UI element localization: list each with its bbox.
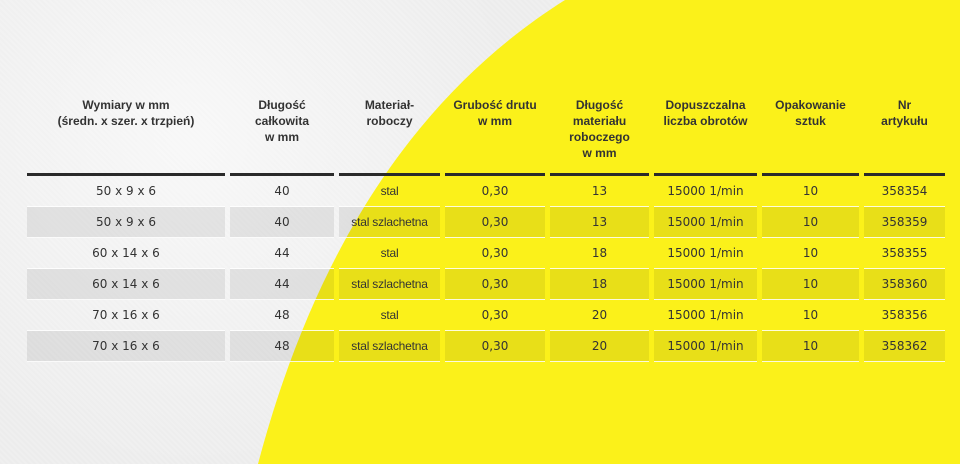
product-spec-table: Wymiary w mm (średn. x szer. x trzpień) Dł… <box>27 0 945 362</box>
cell-dimensions: 50 x 9 x 6 <box>27 207 225 238</box>
header-working-length: Długość materiału roboczego w mm <box>550 0 649 176</box>
cell-article-no: 358355 <box>864 238 945 269</box>
cell-working-length: 18 <box>550 269 649 300</box>
cell-dimensions: 50 x 9 x 6 <box>27 176 225 207</box>
header-material: Materiał-roboczy <box>339 0 440 176</box>
header-package-qty: Opakowanie sztuk <box>762 0 859 176</box>
cell-working-length: 20 <box>550 331 649 362</box>
header-line: liczba obrotów <box>663 114 748 128</box>
header-dimensions: Wymiary w mm (średn. x szer. x trzpień) <box>27 0 225 176</box>
header-line: całkowita <box>254 114 310 128</box>
cell-total-length: 40 <box>230 176 334 207</box>
cell-working-length: 13 <box>550 207 649 238</box>
cell-working-length: 13 <box>550 176 649 207</box>
table-header-row: Wymiary w mm (średn. x szer. x trzpień) Dł… <box>27 0 945 176</box>
header-line: Materiał- <box>364 98 415 112</box>
cell-wire-thickness: 0,30 <box>445 238 545 269</box>
header-line: Wymiary w mm <box>82 98 170 112</box>
header-line: w mm <box>477 114 512 128</box>
header-max-speed: Dopuszczalna liczba obrotów <box>654 0 757 176</box>
header-line: Opakowanie <box>775 98 846 112</box>
table-row: 70 x 16 x 6 48 stal szlachetna 0,30 20 15000 … <box>27 331 945 362</box>
header-line: roboczego <box>569 130 630 144</box>
cell-max-speed: 15000 1/min <box>654 176 757 207</box>
table-row: 60 x 14 x 6 44 stal 0,30 18 15000 1/min 10 3583… <box>27 238 945 269</box>
header-article-no: Nr artykułu <box>864 0 945 176</box>
header-line: roboczy <box>366 114 413 128</box>
header-line: Długość <box>258 98 306 112</box>
cell-max-speed: 15000 1/min <box>654 331 757 362</box>
cell-wire-thickness: 0,30 <box>445 269 545 300</box>
cell-material: stal <box>339 238 440 269</box>
header-total-length: Długość całkowita w mm <box>230 0 334 176</box>
cell-package-qty: 10 <box>762 207 859 238</box>
cell-dimensions: 70 x 16 x 6 <box>27 300 225 331</box>
cell-max-speed: 15000 1/min <box>654 269 757 300</box>
header-line: w mm <box>582 146 617 160</box>
cell-package-qty: 10 <box>762 269 859 300</box>
product-table-container: Wymiary w mm (średn. x szer. x trzpień) Dł… <box>27 0 945 362</box>
table-row: 60 x 14 x 6 44 stal szlachetna 0,30 18 15000 … <box>27 269 945 300</box>
header-line: Grubość drutu <box>453 98 537 112</box>
header-line: Nr <box>897 98 912 112</box>
cell-total-length: 40 <box>230 207 334 238</box>
header-line: Dopuszczalna <box>665 98 746 112</box>
cell-article-no: 358360 <box>864 269 945 300</box>
header-line: w mm <box>264 130 299 144</box>
cell-working-length: 18 <box>550 238 649 269</box>
cell-total-length: 48 <box>230 331 334 362</box>
cell-total-length: 44 <box>230 238 334 269</box>
cell-wire-thickness: 0,30 <box>445 176 545 207</box>
table-row: 70 x 16 x 6 48 stal 0,30 20 15000 1/min 10 3583… <box>27 300 945 331</box>
cell-dimensions: 70 x 16 x 6 <box>27 331 225 362</box>
cell-material: stal <box>339 176 440 207</box>
cell-package-qty: 10 <box>762 238 859 269</box>
header-line: materiału <box>572 114 627 128</box>
cell-working-length: 20 <box>550 300 649 331</box>
cell-max-speed: 15000 1/min <box>654 300 757 331</box>
cell-max-speed: 15000 1/min <box>654 207 757 238</box>
table-row: 50 x 9 x 6 40 stal 0,30 13 15000 1/min 10 35835… <box>27 176 945 207</box>
cell-wire-thickness: 0,30 <box>445 300 545 331</box>
cell-article-no: 358354 <box>864 176 945 207</box>
header-line: artykułu <box>881 114 928 128</box>
cell-material: stal szlachetna <box>339 331 440 362</box>
cell-article-no: 358359 <box>864 207 945 238</box>
table-row: 50 x 9 x 6 40 stal szlachetna 0,30 13 15000 1… <box>27 207 945 238</box>
cell-dimensions: 60 x 14 x 6 <box>27 238 225 269</box>
header-line: Długość <box>575 98 624 112</box>
header-wire-thickness: Grubość drutu w mm <box>445 0 545 176</box>
cell-package-qty: 10 <box>762 331 859 362</box>
cell-material: stal szlachetna <box>339 269 440 300</box>
cell-wire-thickness: 0,30 <box>445 331 545 362</box>
cell-wire-thickness: 0,30 <box>445 207 545 238</box>
cell-total-length: 44 <box>230 269 334 300</box>
cell-article-no: 358362 <box>864 331 945 362</box>
cell-package-qty: 10 <box>762 176 859 207</box>
header-line: (średn. x szer. x trzpień) <box>57 114 195 128</box>
cell-package-qty: 10 <box>762 300 859 331</box>
cell-article-no: 358356 <box>864 300 945 331</box>
cell-max-speed: 15000 1/min <box>654 238 757 269</box>
cell-dimensions: 60 x 14 x 6 <box>27 269 225 300</box>
cell-total-length: 48 <box>230 300 334 331</box>
cell-material: stal szlachetna <box>339 207 440 238</box>
header-line: sztuk <box>795 114 826 128</box>
table-body: 50 x 9 x 6 40 stal 0,30 13 15000 1/min 10 35835… <box>27 176 945 362</box>
cell-material: stal <box>339 300 440 331</box>
